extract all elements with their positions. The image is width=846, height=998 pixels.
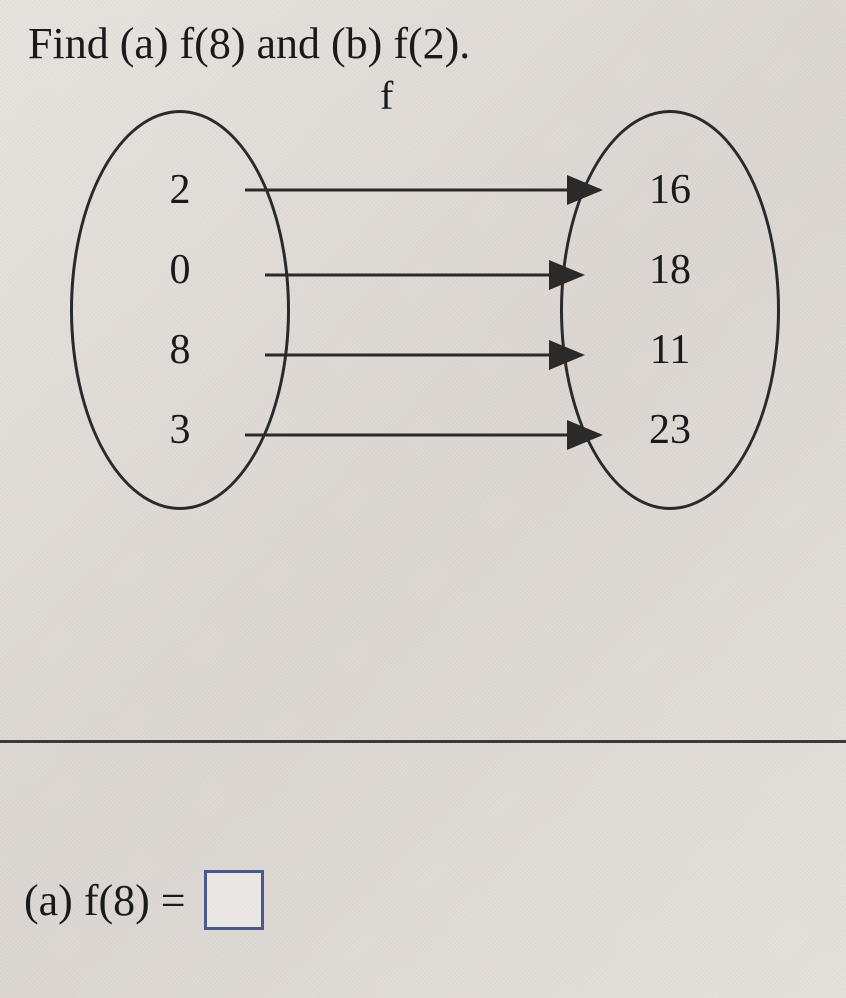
section-divider [0, 740, 846, 743]
range-value: 18 [649, 246, 691, 294]
range-value: 16 [649, 166, 691, 214]
range-value: 23 [649, 406, 691, 454]
domain-values: 2 0 8 3 [140, 150, 220, 470]
answer-part-label: (a) f(8) = [24, 875, 186, 926]
domain-value: 3 [170, 406, 191, 454]
domain-value: 8 [170, 326, 191, 374]
question-text: Find (a) f(8) and (b) f(2). [28, 18, 470, 69]
domain-value: 2 [170, 166, 191, 214]
domain-value: 0 [170, 246, 191, 294]
answer-section: (a) f(8) = [24, 870, 264, 930]
range-value: 11 [650, 326, 690, 374]
mapping-diagram: 2 0 8 3 16 18 11 23 [70, 110, 790, 530]
answer-input-box[interactable] [204, 870, 264, 930]
range-values: 16 18 11 23 [630, 150, 710, 470]
